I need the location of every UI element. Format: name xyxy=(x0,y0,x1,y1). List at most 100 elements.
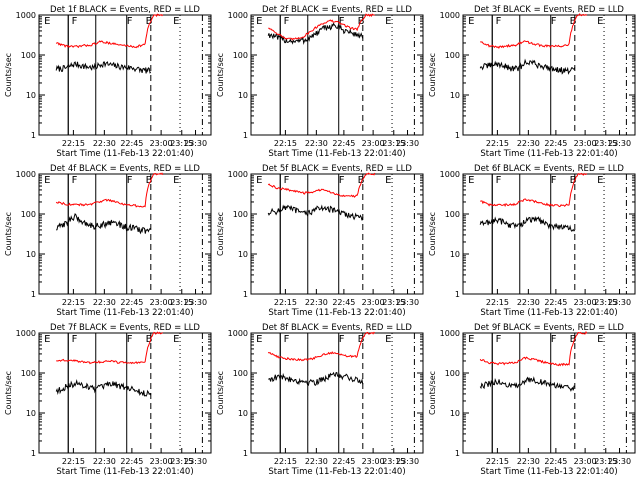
y-tick-label: 10 xyxy=(238,91,248,100)
marker-label: B xyxy=(358,175,365,186)
lld-series-line xyxy=(55,172,164,208)
y-axis-label: Counts/sec xyxy=(428,212,437,256)
x-tick-label: 23:15 xyxy=(594,457,617,466)
lld-series-line xyxy=(56,331,163,365)
y-axis-label: Counts/sec xyxy=(428,53,437,97)
lld-series-line xyxy=(267,331,376,362)
x-tick-label: 23:30 xyxy=(608,139,631,148)
x-tick-label: 23:15 xyxy=(170,139,193,148)
panel-det-7: Det 7f BLACK = Events, RED = LLD 1 10 100 10… xyxy=(4,323,212,477)
x-axis-label: Start Time (11-Feb-13 22:01:40) xyxy=(480,308,617,318)
marker-label: B xyxy=(358,334,365,345)
marker-label: B xyxy=(570,16,577,27)
y-tick-label: 100 xyxy=(233,369,248,378)
y-axis-label: Counts/sec xyxy=(216,371,225,415)
plot-frame xyxy=(250,173,424,295)
x-axis-label: Start Time (11-Feb-13 22:01:40) xyxy=(268,308,405,318)
y-tick-label: 1000 xyxy=(16,170,36,179)
y-tick-label: 10 xyxy=(26,250,36,259)
panel-title: Det 8f BLACK = Events, RED = LLD xyxy=(262,323,412,333)
x-tick-label: 22:45 xyxy=(332,298,355,307)
plot-frame xyxy=(462,332,636,454)
marker-label: E xyxy=(468,334,474,345)
y-tick-label: 1000 xyxy=(228,170,248,179)
panel-det-3: Det 3f BLACK = Events, RED = LLD 1 10 100 10… xyxy=(428,5,636,159)
events-series-line xyxy=(268,371,364,386)
events-series-line xyxy=(55,378,152,397)
x-axis-label: Start Time (11-Feb-13 22:01:40) xyxy=(268,149,405,159)
marker-label: E xyxy=(597,175,603,186)
x-tick-label: 22:15 xyxy=(62,457,85,466)
y-tick-label: 1 xyxy=(31,449,36,458)
marker-label: F xyxy=(127,175,133,186)
marker-label: F xyxy=(551,16,557,27)
x-tick-label: 23:00 xyxy=(362,298,385,307)
panel-det-6: Det 6f BLACK = Events, RED = LLD 1 10 100 10… xyxy=(428,164,636,318)
x-tick-label: 23:00 xyxy=(574,457,597,466)
marker-label: F xyxy=(72,175,78,186)
marker-label: B xyxy=(146,334,153,345)
x-tick-label: 23:00 xyxy=(362,139,385,148)
x-tick-label: 23:30 xyxy=(396,457,419,466)
marker-label: B xyxy=(146,16,153,27)
y-tick-label: 100 xyxy=(21,51,36,60)
y-tick-label: 100 xyxy=(21,369,36,378)
y-tick-label: 100 xyxy=(233,210,248,219)
y-axis-label: Counts/sec xyxy=(4,53,13,97)
marker-label: E xyxy=(173,175,179,186)
x-tick-label: 23:15 xyxy=(382,457,405,466)
x-tick-label: 22:30 xyxy=(305,139,328,148)
plot-frame xyxy=(250,14,424,136)
marker-label: F xyxy=(127,16,133,27)
marker-label: F xyxy=(284,16,290,27)
x-tick-label: 22:15 xyxy=(274,457,297,466)
x-tick-label: 23:30 xyxy=(184,457,207,466)
x-tick-label: 22:30 xyxy=(305,298,328,307)
y-tick-label: 100 xyxy=(445,210,460,219)
y-tick-label: 1000 xyxy=(440,329,460,338)
x-tick-label: 23:30 xyxy=(396,298,419,307)
panel-det-1: Det 1f BLACK = Events, RED = LLD 1 10 100 10… xyxy=(4,5,212,159)
x-axis-label: Start Time (11-Feb-13 22:01:40) xyxy=(480,149,617,159)
x-tick-label: 22:15 xyxy=(486,139,509,148)
x-axis-label: Start Time (11-Feb-13 22:01:40) xyxy=(56,308,193,318)
marker-label: F xyxy=(339,175,345,186)
marker-label: F xyxy=(72,16,78,27)
y-tick-label: 1 xyxy=(455,290,460,299)
marker-label: F xyxy=(284,334,290,345)
x-tick-label: 22:30 xyxy=(517,457,540,466)
x-tick-label: 22:15 xyxy=(62,298,85,307)
x-tick-label: 22:30 xyxy=(93,139,116,148)
x-tick-label: 23:00 xyxy=(574,139,597,148)
y-tick-label: 10 xyxy=(26,91,36,100)
panel-det-2: Det 2f BLACK = Events, RED = LLD 1 10 100 10… xyxy=(216,5,424,159)
lld-series-line xyxy=(267,172,376,198)
y-tick-label: 1 xyxy=(243,449,248,458)
x-tick-label: 22:45 xyxy=(120,139,143,148)
y-tick-label: 1 xyxy=(455,131,460,140)
marker-label: F xyxy=(284,175,290,186)
x-tick-label: 22:45 xyxy=(120,298,143,307)
x-tick-label: 23:00 xyxy=(362,457,385,466)
marker-label: E xyxy=(468,175,474,186)
lld-series-line xyxy=(479,330,588,367)
x-tick-label: 23:00 xyxy=(150,457,173,466)
panel-title: Det 5f BLACK = Events, RED = LLD xyxy=(262,164,412,174)
y-tick-label: 10 xyxy=(26,409,36,418)
x-tick-label: 22:45 xyxy=(544,139,567,148)
panel-det-4: Det 4f BLACK = Events, RED = LLD 1 10 100 10… xyxy=(4,164,212,318)
y-tick-label: 10 xyxy=(450,250,460,259)
x-tick-label: 23:30 xyxy=(608,457,631,466)
marker-label: F xyxy=(127,334,133,345)
panel-title: Det 3f BLACK = Events, RED = LLD xyxy=(474,5,624,15)
events-series-line xyxy=(267,22,364,45)
marker-label: F xyxy=(339,334,345,345)
x-tick-label: 23:15 xyxy=(594,298,617,307)
marker-label: E xyxy=(256,334,262,345)
x-tick-label: 22:15 xyxy=(274,298,297,307)
x-axis-label: Start Time (11-Feb-13 22:01:40) xyxy=(56,467,193,477)
x-tick-label: 23:15 xyxy=(170,457,193,466)
y-tick-label: 100 xyxy=(21,210,36,219)
y-tick-label: 1 xyxy=(243,131,248,140)
marker-label: F xyxy=(496,175,502,186)
